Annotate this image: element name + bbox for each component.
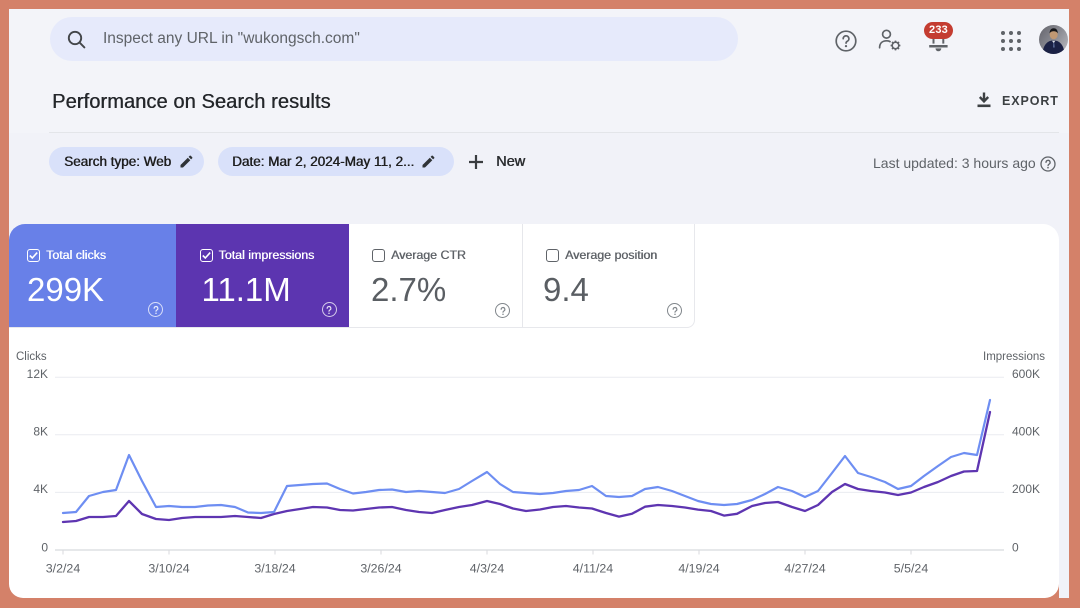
svg-text:4/11/24: 4/11/24	[573, 562, 614, 576]
svg-text:3/10/24: 3/10/24	[148, 562, 189, 576]
svg-text:4/3/24: 4/3/24	[470, 562, 505, 576]
svg-text:600K: 600K	[1012, 367, 1040, 381]
svg-text:12K: 12K	[27, 367, 48, 381]
svg-text:8K: 8K	[33, 425, 48, 439]
svg-text:4K: 4K	[33, 482, 48, 496]
svg-text:5/5/24: 5/5/24	[894, 562, 929, 576]
svg-text:3/2/24: 3/2/24	[46, 562, 81, 576]
svg-text:Impressions: Impressions	[983, 351, 1045, 363]
svg-text:3/18/24: 3/18/24	[254, 562, 295, 576]
svg-text:400K: 400K	[1012, 425, 1040, 439]
svg-text:0: 0	[41, 541, 48, 555]
svg-text:3/26/24: 3/26/24	[360, 562, 401, 576]
svg-text:4/19/24: 4/19/24	[678, 562, 719, 576]
svg-text:200K: 200K	[1012, 482, 1040, 496]
svg-text:0: 0	[1012, 541, 1019, 555]
svg-text:Clicks: Clicks	[16, 351, 47, 363]
svg-text:4/27/24: 4/27/24	[784, 562, 825, 576]
